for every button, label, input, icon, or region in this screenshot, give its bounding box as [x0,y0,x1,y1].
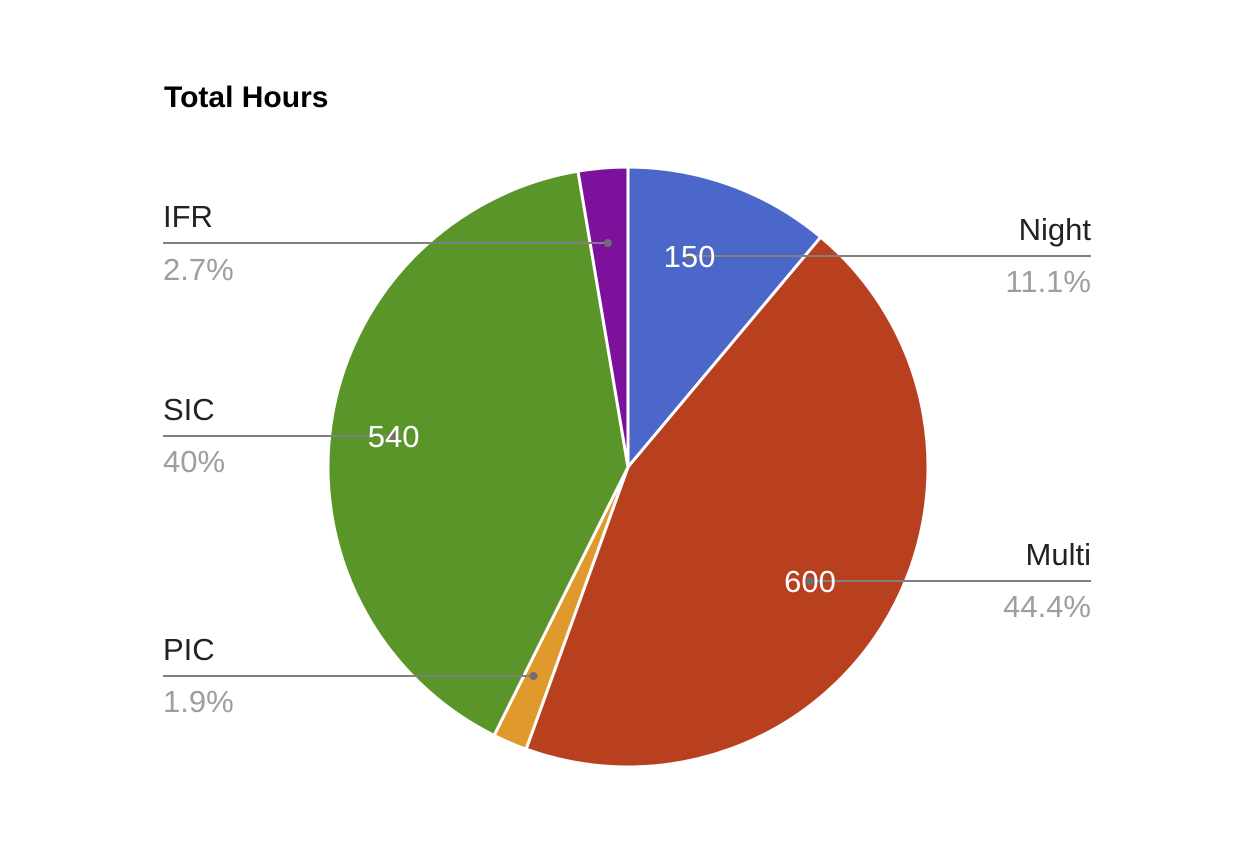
pie-slice-night[interactable] [626,165,823,472]
chart-title: Total Hours [164,81,328,114]
slice-label-pic: PIC [163,632,215,667]
leader-dot-ifr [603,239,612,247]
leader-dot-multi [806,577,814,585]
slice-percent-night: 11.1% [1005,264,1091,299]
slice-labels: 150 Night 11.1% 600 Multi 44.4% PIC 1.9% 540 SIC 4… [163,199,1091,719]
leader-dot-night [685,252,694,260]
slice-percent-pic: 1.9% [163,684,234,719]
leader-dot-sic [389,432,398,440]
slice-value-sic: 540 [368,419,420,454]
slice-value-multi: 600 [784,564,836,599]
leader-dot-pic [529,672,538,680]
slice-label-sic: SIC [163,392,215,427]
pie-slice-multi[interactable] [524,234,930,769]
slice-label-ifr: IFR [163,199,213,234]
slice-value-night: 150 [664,239,716,274]
slice-label-night: Night [1019,212,1092,247]
pie-slice-sic[interactable] [326,169,630,738]
pie-slices [326,165,930,769]
slice-percent-multi: 44.4% [1003,589,1091,624]
slice-label-multi: Multi [1026,537,1091,572]
slice-percent-ifr: 2.7% [163,252,234,287]
slice-percent-sic: 40% [163,444,225,479]
leader-lines [163,239,1091,680]
